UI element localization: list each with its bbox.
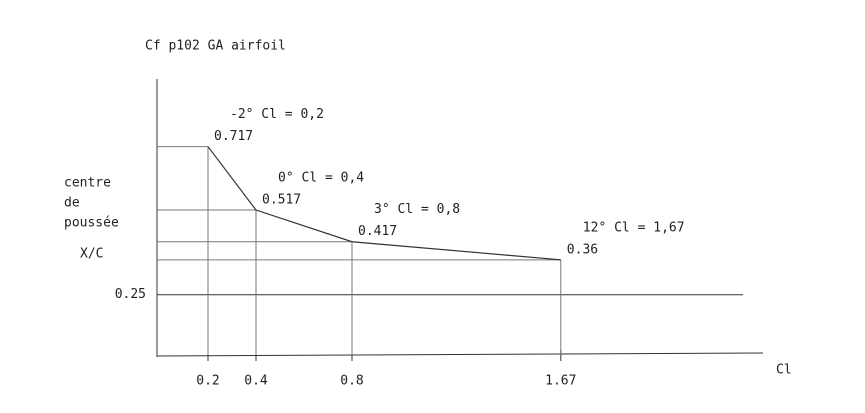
x-tick-label: 1.67 xyxy=(545,374,576,389)
x-axis xyxy=(156,352,764,357)
x-tick-label: 0.2 xyxy=(196,374,219,389)
annotation: 12° Cl = 1,67 xyxy=(583,220,685,235)
x-tick-label: 0.4 xyxy=(244,374,268,389)
y-axis-label: X/C xyxy=(80,247,103,262)
curve xyxy=(207,146,561,261)
y-axis-label: poussée xyxy=(64,216,119,231)
annotation: 0° Cl = 0,4 xyxy=(278,171,364,186)
data-label: 0.417 xyxy=(358,224,397,239)
data-label: 0.517 xyxy=(262,193,301,208)
y-axis-label: centre xyxy=(64,176,111,191)
data-label: 0.717 xyxy=(214,129,253,144)
x-axis-label: Cl xyxy=(776,363,792,378)
annotation: -2° Cl = 0,2 xyxy=(230,107,324,122)
y-tick-label: 0.25 xyxy=(115,287,146,302)
chart-title: Cf p102 GA airfoil xyxy=(145,39,286,54)
data-label: 0.36 xyxy=(567,242,598,257)
y-axis-label: de xyxy=(64,196,80,211)
x-tick-label: 0.8 xyxy=(340,374,363,389)
annotation: 3° Cl = 0,8 xyxy=(374,202,460,217)
